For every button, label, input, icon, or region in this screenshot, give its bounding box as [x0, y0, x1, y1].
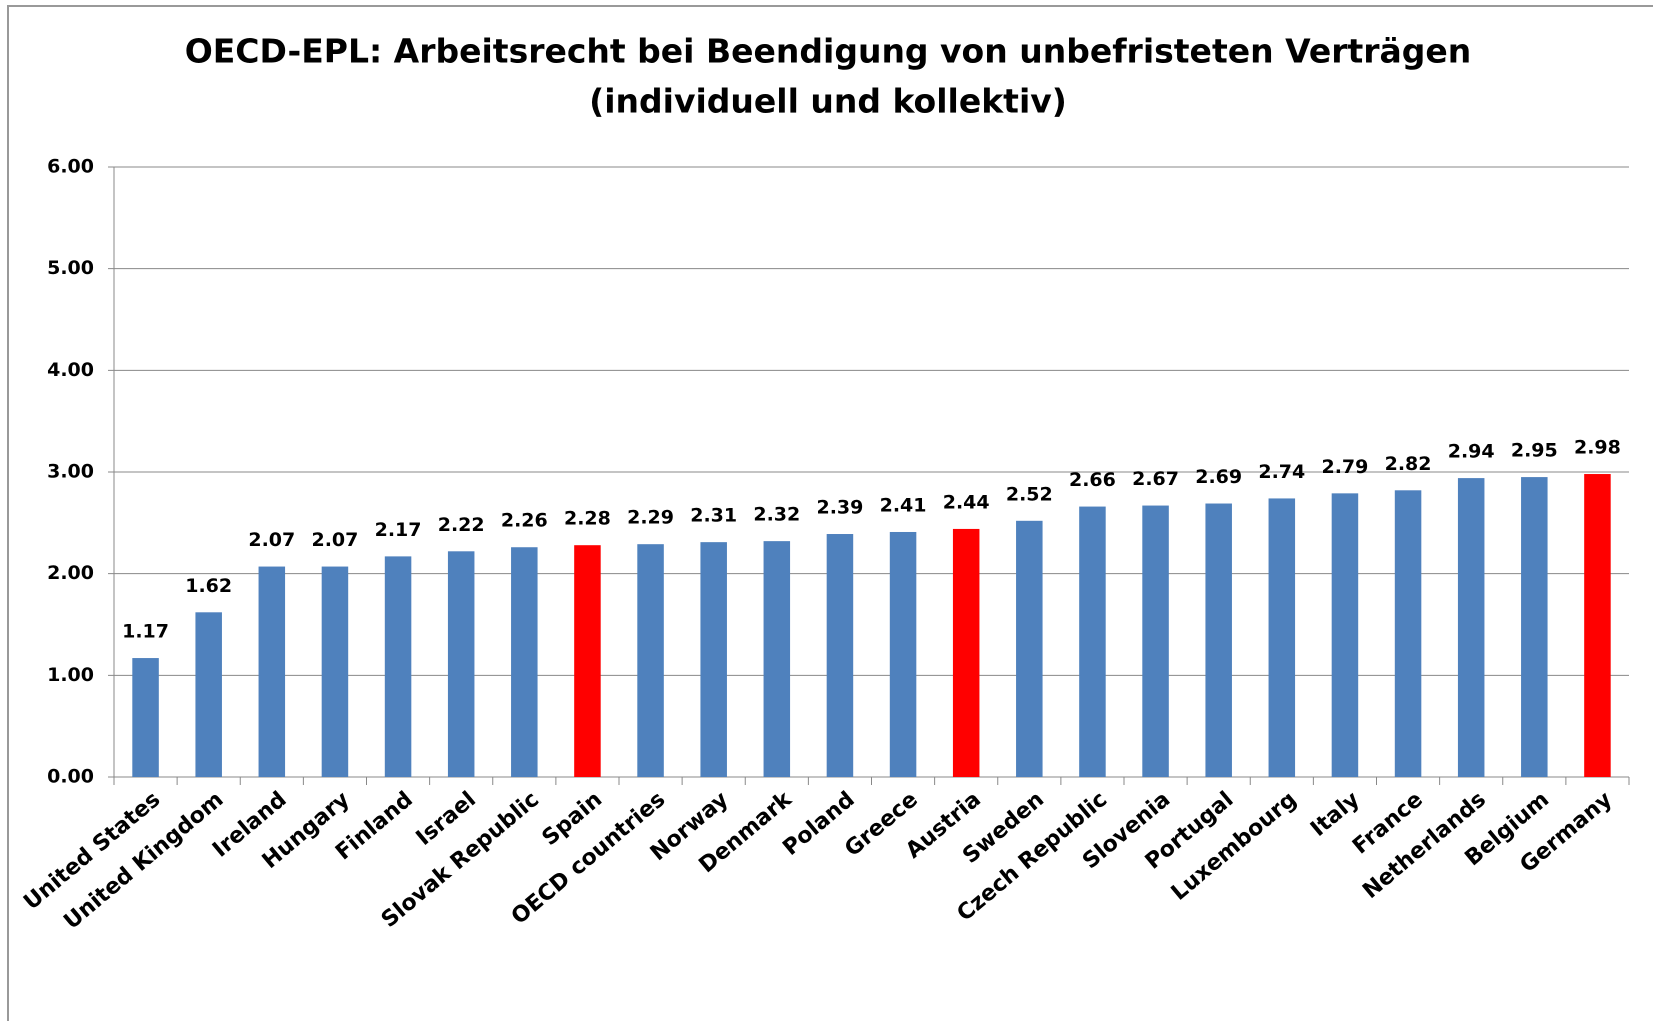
data-label: 2.29: [627, 507, 674, 529]
bar: [889, 531, 917, 777]
data-label: 1.17: [122, 621, 169, 643]
bar: [1584, 474, 1611, 777]
data-label: 2.69: [1195, 466, 1242, 488]
bar: [1079, 506, 1106, 777]
data-label: 2.26: [501, 510, 548, 532]
bar: [1142, 505, 1169, 777]
data-label: 2.82: [1385, 453, 1432, 475]
data-label: 2.07: [311, 529, 358, 551]
data-label: 2.74: [1258, 461, 1305, 483]
y-tick-label: 2.00: [47, 562, 94, 584]
bar: [826, 534, 854, 777]
chart-title: (individuell und kollektiv): [589, 82, 1067, 121]
bar: [700, 542, 727, 777]
data-label: 2.98: [1574, 437, 1621, 459]
data-label: 2.66: [1069, 469, 1116, 491]
data-label: 2.44: [943, 491, 990, 513]
chart-title: OECD-EPL: Arbeitsrecht bei Beendigung vo…: [185, 32, 1472, 71]
bar: [637, 544, 664, 777]
chart-frame: [7, 5, 1653, 1021]
bar: [1205, 503, 1232, 777]
bar: [763, 541, 791, 777]
bar: [132, 658, 159, 777]
bar: [258, 566, 286, 777]
bar: [321, 566, 349, 777]
bar: [1331, 493, 1359, 777]
y-tick-label: 4.00: [47, 359, 94, 381]
data-label: 2.52: [1006, 483, 1053, 505]
y-tick-label: 5.00: [47, 257, 94, 279]
data-label: 2.79: [1321, 456, 1368, 478]
bar: [1268, 498, 1296, 777]
y-tick-label: 6.00: [47, 156, 94, 178]
bar: [1016, 520, 1043, 777]
data-label: 2.28: [564, 508, 611, 530]
data-label: 1.62: [185, 575, 232, 597]
data-label: 2.95: [1511, 440, 1558, 462]
bar: [574, 545, 601, 777]
bar: [1521, 477, 1548, 777]
data-label: 2.67: [1132, 468, 1179, 490]
data-label: 2.94: [1448, 441, 1495, 463]
data-label: 2.41: [880, 494, 927, 516]
bar: [384, 556, 412, 777]
data-label: 2.22: [438, 514, 485, 536]
bar: [511, 547, 538, 777]
bar: [447, 551, 475, 777]
bar: [952, 528, 980, 777]
y-tick-label: 0.00: [47, 766, 94, 788]
data-label: 2.32: [753, 504, 800, 526]
data-label: 2.31: [690, 505, 737, 527]
data-label: 2.17: [375, 519, 422, 541]
data-label: 2.39: [816, 497, 863, 519]
bar: [1394, 490, 1422, 777]
data-label: 2.07: [248, 529, 295, 551]
bar: [195, 612, 222, 777]
y-tick-label: 1.00: [47, 664, 94, 686]
y-tick-label: 3.00: [47, 461, 94, 483]
bar: [1457, 478, 1485, 777]
